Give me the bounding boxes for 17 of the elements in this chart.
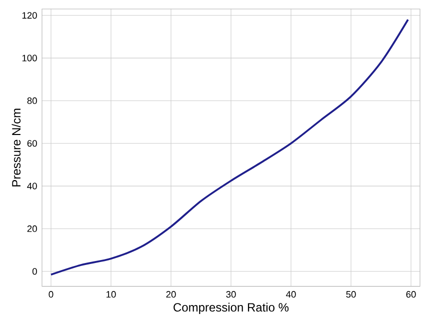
y-axis-title: Pressure N/cm — [12, 108, 21, 186]
x-tick-label: 30 — [226, 291, 236, 298]
y-tick-label: 80 — [27, 97, 37, 104]
y-tick-label: 40 — [27, 182, 37, 190]
x-tick-label: 20 — [166, 291, 176, 298]
y-tick-label: 20 — [27, 225, 37, 232]
y-tick-label: 120 — [22, 12, 37, 19]
x-tick-label: 50 — [346, 291, 356, 298]
x-tick-label: 10 — [106, 291, 116, 298]
x-tick-label: 40 — [286, 291, 296, 298]
y-tick-label: 0 — [32, 268, 37, 275]
x-tick-label: 60 — [406, 291, 416, 298]
y-tick-label: 100 — [22, 54, 37, 62]
line-series — [50, 18, 409, 276]
x-axis-title: Compression Ratio % — [174, 302, 289, 314]
y-tick-label: 60 — [27, 140, 37, 147]
x-tick-label: 0 — [48, 291, 54, 298]
